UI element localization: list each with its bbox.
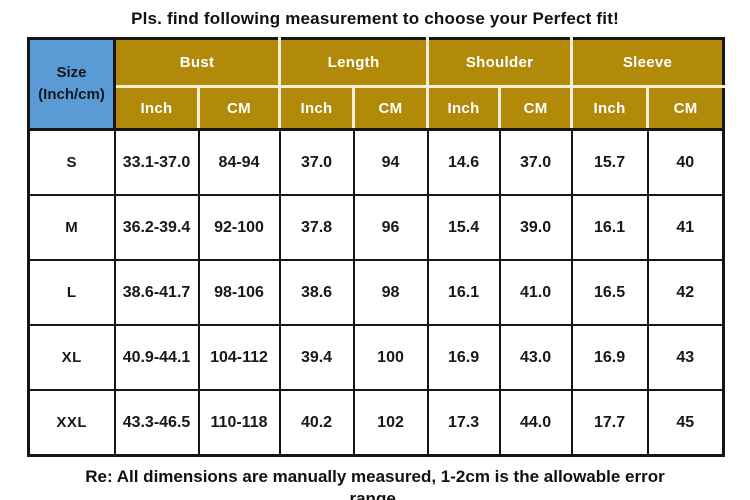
table-row-xl: XL 40.9-44.1 104-112 39.4 100 16.9 43.0 … <box>27 324 725 391</box>
table-row-xxl: XXL 43.3-46.5 110-118 40.2 102 17.3 44.0… <box>27 389 725 457</box>
cell-sleeve-inch: 16.5 <box>570 259 649 326</box>
cell-length-cm: 98 <box>352 259 429 326</box>
cell-length-cm: 100 <box>352 324 429 391</box>
section-header-length: Length <box>278 37 430 88</box>
cell-sleeve-cm: 43 <box>646 324 725 391</box>
table-row-s: S 33.1-37.0 84-94 37.0 94 14.6 37.0 15.7… <box>27 128 725 196</box>
cell-sleeve-inch: 15.7 <box>570 128 649 196</box>
header-row-units: Inch CM Inch CM Inch CM Inch CM <box>29 85 726 131</box>
cell-sleeve-inch: 17.7 <box>570 389 649 457</box>
size-chart-table: Size (Inch/cm) Bust Length Shoulder Slee… <box>27 37 726 457</box>
cell-sleeve-inch: 16.9 <box>570 324 649 391</box>
cell-bust-inch: 33.1-37.0 <box>113 128 200 196</box>
table-row-l: L 38.6-41.7 98-106 38.6 98 16.1 41.0 16.… <box>27 259 725 326</box>
unit-header-length-cm: CM <box>352 85 430 131</box>
unit-header-sleeve-inch: Inch <box>570 85 650 131</box>
cell-shoulder-inch: 16.1 <box>426 259 501 326</box>
unit-header-bust-cm: CM <box>196 85 282 131</box>
table-row-m: M 36.2-39.4 92-100 37.8 96 15.4 39.0 16.… <box>27 194 725 261</box>
measurement-note-line1: Re: All dimensions are manually measured… <box>85 467 665 486</box>
size-row-label: S <box>27 128 116 196</box>
cell-length-inch: 40.2 <box>278 389 355 457</box>
size-column-header: Size (Inch/cm) <box>27 37 116 131</box>
cell-bust-cm: 104-112 <box>197 324 281 391</box>
cell-length-inch: 37.0 <box>278 128 355 196</box>
cell-shoulder-cm: 44.0 <box>498 389 573 457</box>
cell-shoulder-cm: 37.0 <box>498 128 573 196</box>
cell-bust-cm: 110-118 <box>197 389 281 457</box>
cell-shoulder-cm: 43.0 <box>498 324 573 391</box>
cell-shoulder-inch: 16.9 <box>426 324 501 391</box>
cell-bust-cm: 98-106 <box>197 259 281 326</box>
cell-sleeve-cm: 42 <box>646 259 725 326</box>
section-header-sleeve: Sleeve <box>570 37 726 88</box>
section-header-shoulder: Shoulder <box>426 37 574 88</box>
cell-bust-cm: 92-100 <box>197 194 281 261</box>
size-row-label: M <box>27 194 116 261</box>
cell-shoulder-inch: 17.3 <box>426 389 501 457</box>
cell-sleeve-cm: 45 <box>646 389 725 457</box>
measurement-note-line2: range. <box>349 489 401 500</box>
cell-length-inch: 37.8 <box>278 194 355 261</box>
unit-header-sleeve-cm: CM <box>646 85 726 131</box>
page-title: Pls. find following measurement to choos… <box>131 9 619 28</box>
cell-sleeve-cm: 41 <box>646 194 725 261</box>
unit-header-bust-inch: Inch <box>113 85 200 131</box>
cell-sleeve-cm: 40 <box>646 128 725 196</box>
cell-length-inch: 38.6 <box>278 259 355 326</box>
size-row-label: XL <box>27 324 116 391</box>
cell-length-cm: 96 <box>352 194 429 261</box>
cell-bust-inch: 40.9-44.1 <box>113 324 200 391</box>
cell-bust-inch: 36.2-39.4 <box>113 194 200 261</box>
cell-sleeve-inch: 16.1 <box>570 194 649 261</box>
cell-shoulder-inch: 15.4 <box>426 194 501 261</box>
cell-length-cm: 102 <box>352 389 429 457</box>
cell-length-cm: 94 <box>352 128 429 196</box>
header-row-sections: Size (Inch/cm) Bust Length Shoulder Slee… <box>27 37 726 131</box>
size-row-label: L <box>27 259 116 326</box>
unit-header-length-inch: Inch <box>278 85 356 131</box>
cell-shoulder-inch: 14.6 <box>426 128 501 196</box>
cell-shoulder-cm: 39.0 <box>498 194 573 261</box>
cell-shoulder-cm: 41.0 <box>498 259 573 326</box>
cell-bust-cm: 84-94 <box>197 128 281 196</box>
unit-header-shoulder-inch: Inch <box>426 85 502 131</box>
section-header-bust: Bust <box>112 37 282 88</box>
cell-bust-inch: 43.3-46.5 <box>113 389 200 457</box>
size-row-label: XXL <box>27 389 116 457</box>
measurement-note: Re: All dimensions are manually measured… <box>0 466 750 500</box>
cell-bust-inch: 38.6-41.7 <box>113 259 200 326</box>
cell-length-inch: 39.4 <box>278 324 355 391</box>
unit-header-shoulder-cm: CM <box>498 85 574 131</box>
